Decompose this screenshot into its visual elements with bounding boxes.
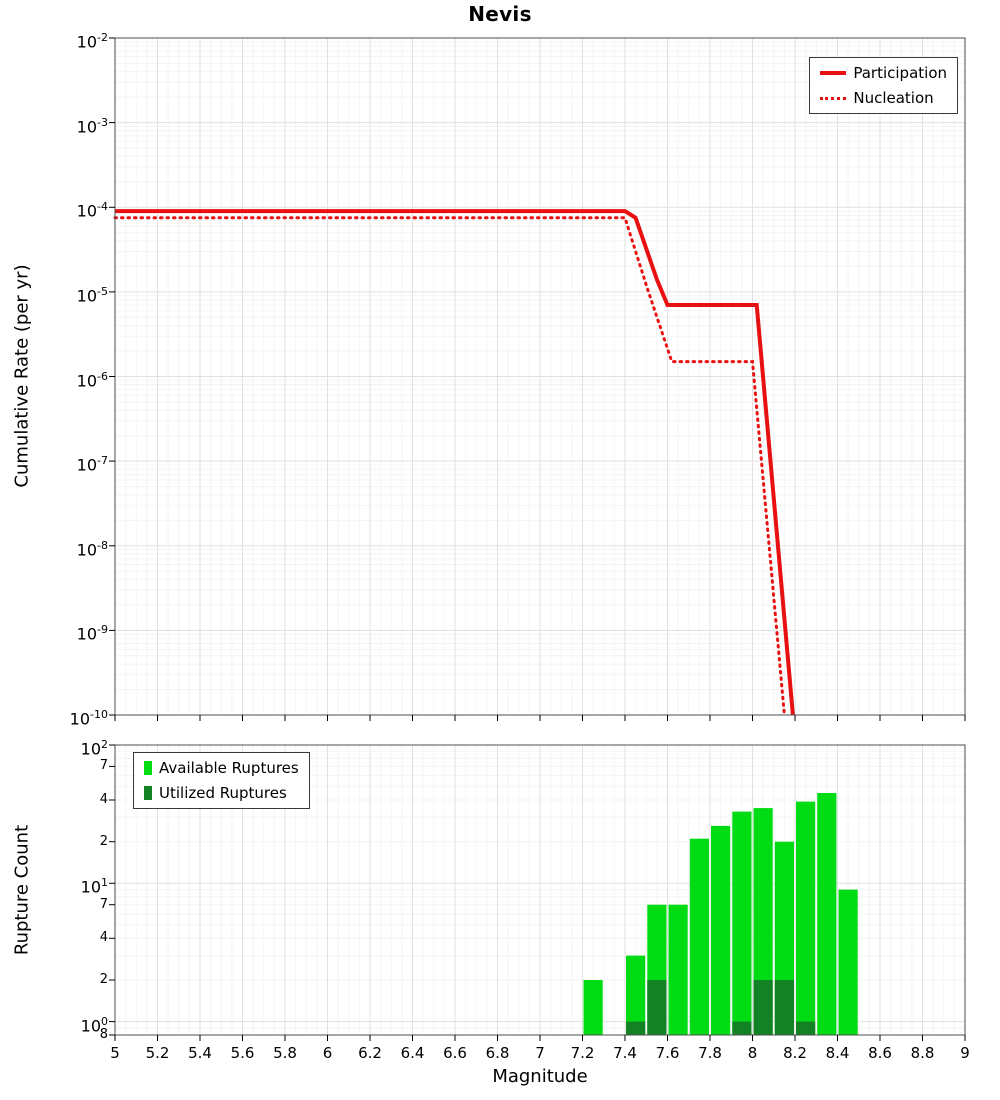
bar-swatch-icon [144, 761, 152, 775]
x-tick-label: 6 [322, 1044, 333, 1062]
x-tick-label: 5.2 [145, 1044, 170, 1062]
y-tick-label: 7 [99, 758, 108, 774]
y-tick-label: 101 [80, 876, 108, 897]
solid-line-swatch-icon [820, 71, 847, 75]
top-panel-grid [114, 37, 966, 716]
x-axis-label: Magnitude [492, 1066, 588, 1087]
y-tick-label: 10-10 [69, 708, 108, 729]
x-tick-label: 5 [110, 1044, 120, 1062]
x-tick-label: 7.8 [698, 1044, 722, 1062]
y-tick-label: 100 [80, 1014, 108, 1035]
legend-label: Participation [853, 64, 947, 82]
legend-label: Nucleation [853, 89, 934, 107]
legend-label: Utilized Ruptures [159, 784, 287, 802]
x-tick-label: 6.2 [358, 1044, 382, 1062]
x-tick-label: 7 [535, 1044, 545, 1062]
y-tick-label: 102 [80, 738, 108, 759]
y-tick-label: 10-6 [76, 369, 108, 390]
legend-item-available-ruptures: Available Ruptures [144, 759, 299, 777]
y-tick-label: 2 [99, 833, 108, 849]
y-tick-label: 4 [99, 930, 108, 946]
y-tick-label: 10-7 [76, 454, 108, 475]
legend-label: Available Ruptures [159, 759, 299, 777]
y-tick-label: 10-9 [76, 623, 108, 644]
x-tick-label: 6.6 [443, 1044, 467, 1062]
x-tick-label: 8.8 [910, 1044, 935, 1062]
y-tick-label: 2 [99, 971, 108, 987]
x-tick-label: 7.4 [613, 1044, 637, 1062]
bar-swatch-icon [144, 786, 152, 800]
x-tick-label: 7.6 [655, 1044, 680, 1062]
y-tick-label: 10-3 [76, 115, 108, 136]
x-tick-label: 6.8 [485, 1044, 510, 1062]
x-tick-label: 8.4 [825, 1044, 850, 1062]
y-tick-label: 10-5 [76, 284, 108, 306]
x-tick-label: 6.4 [400, 1044, 425, 1062]
y-tick-label: 10-2 [76, 31, 108, 52]
cumulative-rate-curves [113, 209, 795, 717]
x-tick-label: 5.6 [230, 1044, 255, 1062]
dotted-line-swatch-icon [820, 96, 847, 100]
legend-item-participation: Participation [820, 64, 947, 82]
bottom-panel-grid [114, 744, 966, 1035]
rupture-count-bars [583, 793, 858, 1035]
x-tick-label: 5.8 [273, 1044, 297, 1062]
y-tick-label: 8 [99, 1027, 108, 1042]
bottom-legend: Available Ruptures Utilized Ruptures [133, 752, 310, 809]
x-tick-label: 8.2 [783, 1044, 807, 1062]
y-tick-label: 4 [99, 792, 108, 808]
y-tick-label: 10-8 [76, 538, 108, 560]
top-legend: Participation Nucleation [809, 57, 958, 114]
y-tick-label: 10-4 [76, 200, 108, 221]
x-tick-label: 8.6 [868, 1044, 892, 1062]
legend-item-utilized-ruptures: Utilized Ruptures [144, 784, 299, 802]
chart-title: Nevis [468, 2, 532, 26]
x-tick-label: 8 [747, 1044, 758, 1062]
y-tick-label: 7 [99, 896, 108, 912]
legend-item-nucleation: Nucleation [820, 89, 947, 107]
x-tick-label: 7.2 [570, 1044, 595, 1062]
x-tick-label: 5.4 [188, 1044, 212, 1062]
x-tick-label: 9 [960, 1044, 970, 1062]
